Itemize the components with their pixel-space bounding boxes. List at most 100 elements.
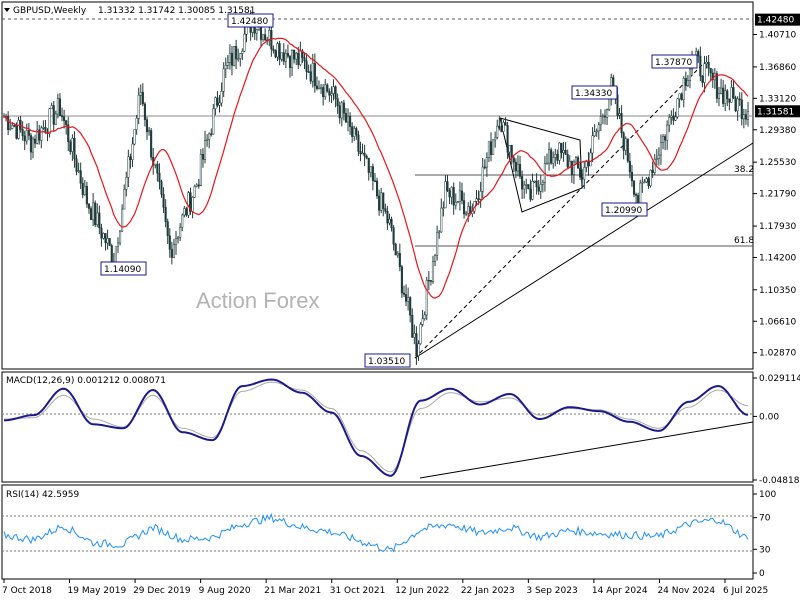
candle-body [13, 125, 16, 127]
candle-body [195, 184, 198, 187]
candle-body [448, 190, 451, 198]
candle-body [699, 55, 702, 77]
candle-body [477, 198, 480, 200]
rsi-tick: 0 [759, 569, 765, 579]
candle-body [324, 84, 327, 98]
candle-body [228, 52, 231, 63]
candle-body [427, 279, 430, 282]
candle-body [724, 90, 727, 104]
label-114090: 1.14090 [100, 261, 147, 276]
candle-body [31, 138, 35, 153]
candle-body [340, 102, 343, 119]
candle-body [208, 133, 211, 140]
candle-body [305, 60, 308, 72]
candle-body [562, 149, 565, 153]
candle-body [518, 164, 522, 177]
candle-body [394, 243, 397, 256]
candle-body [384, 208, 387, 212]
candle-body [216, 97, 219, 106]
candle-body [740, 99, 743, 120]
candle-body [537, 186, 540, 192]
candle-body [164, 207, 167, 222]
moving-average-line [3, 37, 749, 299]
x-tick: 29 Dec 2019 [133, 586, 191, 596]
candle-body [411, 314, 414, 338]
candle-body [746, 111, 750, 120]
svg-text:1.42480: 1.42480 [231, 17, 268, 27]
collapse-triangle-icon[interactable] [4, 8, 10, 12]
price-tick: 1.06610 [759, 317, 796, 327]
candle-body [160, 181, 163, 195]
rsi-panel-frame [1, 484, 754, 580]
candle-body [547, 149, 551, 164]
candle-body [386, 211, 389, 224]
x-tick: 3 Sep 2023 [526, 586, 577, 596]
price-tick: 1.25530 [759, 158, 796, 168]
candle-body [682, 78, 685, 100]
candle-body [346, 116, 350, 123]
candle-body [27, 130, 30, 136]
candle-body [141, 91, 144, 105]
candle-body [73, 137, 76, 160]
x-tick: 7 Oct 2018 [2, 586, 52, 596]
candle-body [191, 197, 194, 212]
candle-body [529, 188, 532, 200]
candle-body [369, 166, 372, 173]
macd-y-axis: 0.029114 0.00 -0.048189 [753, 374, 800, 486]
candle-body [705, 61, 708, 64]
candle-body [375, 180, 379, 197]
candle-body [380, 192, 383, 211]
candle-body [110, 245, 113, 264]
candle-body [597, 124, 600, 132]
candle-body [328, 91, 331, 96]
long-trendline [414, 142, 754, 359]
candle-body [87, 203, 91, 209]
candle-body [123, 189, 126, 210]
last-price-tag [755, 105, 800, 118]
candle-body [514, 161, 517, 172]
candle-body [156, 163, 159, 174]
candle-body [467, 206, 470, 214]
svg-text:1.37870: 1.37870 [655, 58, 692, 68]
candle-body [280, 52, 283, 60]
candle-body [108, 238, 111, 246]
candle-body [365, 155, 368, 159]
candle-body [574, 157, 578, 163]
candle-body [728, 98, 731, 103]
candle-body [98, 212, 101, 229]
candle-body [36, 129, 39, 144]
rsi-line [3, 512, 749, 553]
candle-body [143, 103, 146, 120]
candle-body [452, 187, 455, 206]
price-tick: 1.36860 [759, 63, 796, 73]
fib-618-label: 61.8 [734, 236, 754, 246]
candle-body [392, 227, 395, 245]
label-137870: 1.37870 [651, 54, 698, 69]
candle-body [680, 93, 683, 100]
candle-body [58, 98, 62, 116]
candle-body [402, 292, 406, 295]
candle-body [349, 116, 352, 127]
candle-body [29, 135, 32, 153]
candle-body [309, 71, 312, 82]
x-tick: 9 Aug 2020 [199, 586, 251, 596]
macd-label: MACD(12,26,9) 0.001212 0.008071 [6, 376, 166, 386]
candle-body [104, 233, 107, 244]
candle-body [187, 192, 190, 216]
candle-body [734, 97, 737, 112]
candle-body [738, 98, 741, 101]
candle-body [456, 201, 459, 203]
candle-body [502, 122, 505, 132]
candle-body [674, 116, 677, 121]
candle-body [440, 207, 443, 233]
candle-body [589, 152, 592, 167]
candle-body [197, 184, 200, 187]
candle-body [659, 142, 663, 156]
candle-body [668, 117, 671, 126]
candle-body [135, 117, 138, 130]
candle-body [568, 160, 571, 168]
candle-body [661, 136, 665, 144]
candle-body [632, 180, 636, 195]
high-price-tag [755, 13, 800, 26]
candle-body [541, 182, 544, 185]
